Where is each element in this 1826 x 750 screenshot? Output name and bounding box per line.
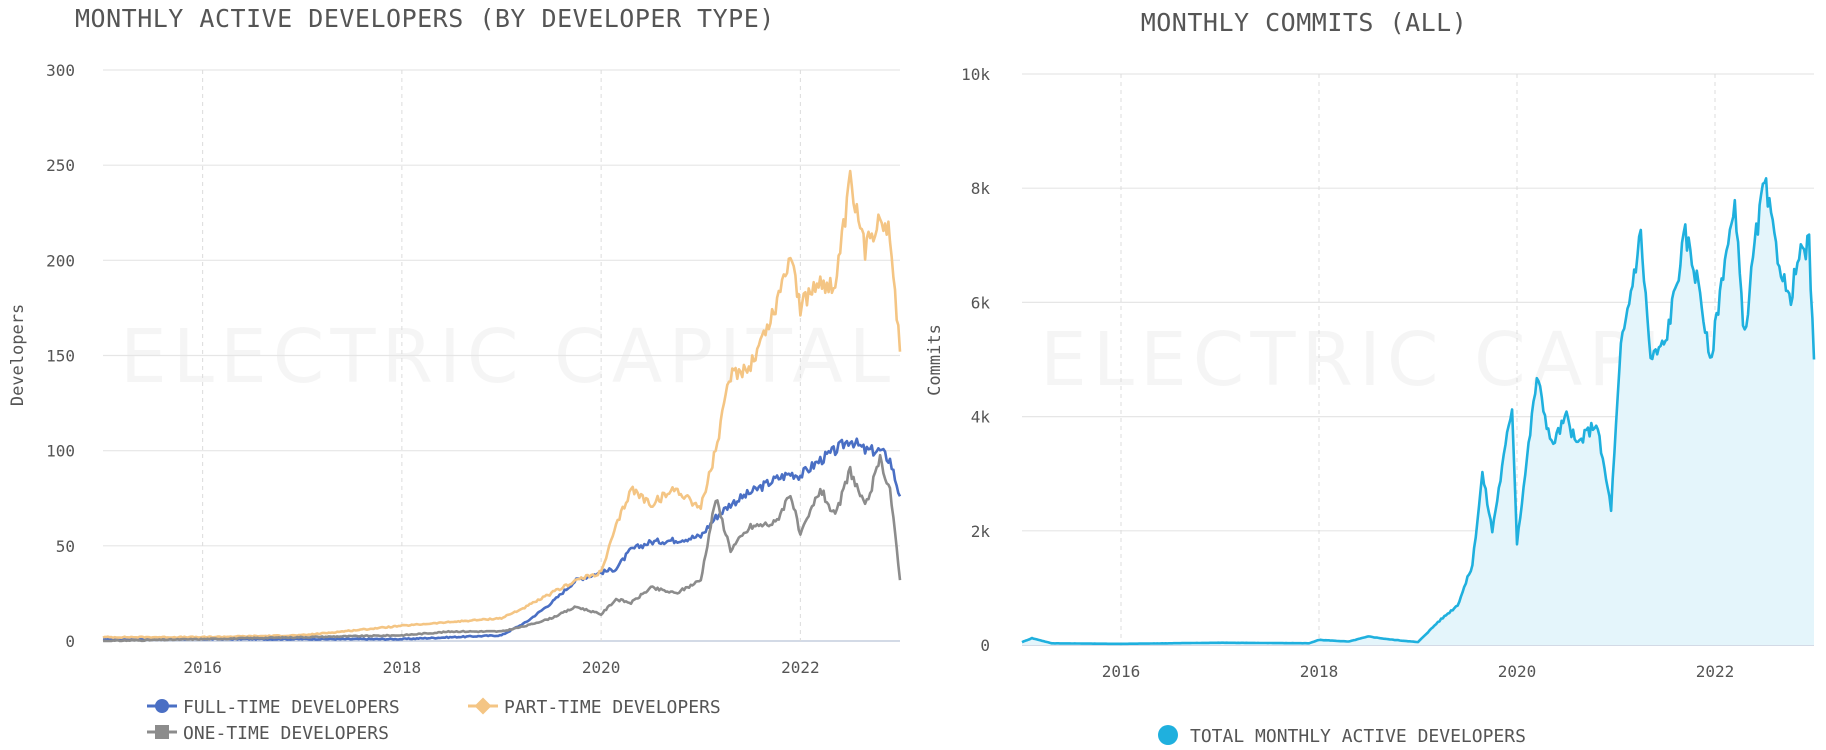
- commits-legend[interactable]: TOTAL MONTHLY ACTIVE DEVELOPERS: [1158, 725, 1526, 747]
- developers-chart: MONTHLY ACTIVE DEVELOPERS (BY DEVELOPER …: [8, 4, 902, 744]
- legend-item-total-monthly[interactable]: TOTAL MONTHLY ACTIVE DEVELOPERS: [1158, 725, 1526, 747]
- developers-grid: [103, 69, 900, 642]
- legend-part-time-label: PART-TIME DEVELOPERS: [504, 697, 721, 718]
- x-tick-label: 2020: [1498, 662, 1537, 681]
- legend-item-full-time[interactable]: FULL-TIME DEVELOPERS: [147, 697, 400, 718]
- y-tick-label: 0: [980, 636, 990, 655]
- developers-x-ticks: 2016 2018 2020 2022: [183, 658, 819, 677]
- x-tick-label: 2018: [383, 658, 422, 677]
- legend-total-monthly-marker-icon: [1158, 725, 1178, 745]
- y-tick-label: 300: [46, 61, 75, 80]
- developers-chart-watermark: ELECTRIC CAPITAL: [120, 314, 896, 400]
- legend-part-time-marker-icon: [474, 697, 492, 715]
- legend-item-part-time[interactable]: PART-TIME DEVELOPERS: [468, 697, 721, 718]
- x-tick-label: 2016: [183, 658, 222, 677]
- legend-one-time-label: ONE-TIME DEVELOPERS: [183, 723, 389, 744]
- legend-full-time-marker-icon: [155, 699, 169, 713]
- y-tick-label: 10k: [961, 65, 990, 84]
- series-line-total-monthly-active-developers: [1021, 177, 1816, 646]
- x-tick-label: 2018: [1300, 662, 1339, 681]
- developers-y-axis-label: Developers: [8, 304, 28, 406]
- y-tick-label: 200: [46, 251, 75, 270]
- y-tick-label: 250: [46, 156, 75, 175]
- y-tick-label: 100: [46, 442, 75, 461]
- series-line-part-time-developers: [102, 169, 902, 639]
- developers-chart-title: MONTHLY ACTIVE DEVELOPERS (BY DEVELOPER …: [75, 4, 775, 33]
- legend-total-monthly-label: TOTAL MONTHLY ACTIVE DEVELOPERS: [1190, 726, 1526, 747]
- y-tick-label: 50: [56, 537, 75, 556]
- y-tick-label: 8k: [971, 179, 991, 198]
- y-tick-label: 6k: [971, 293, 991, 312]
- y-tick-label: 0: [65, 632, 75, 651]
- series-area-total-monthly: [1022, 178, 1814, 645]
- legend-one-time-marker-icon: [155, 725, 169, 739]
- commits-chart-title: MONTHLY COMMITS (ALL): [1141, 8, 1468, 37]
- x-tick-label: 2022: [1696, 662, 1735, 681]
- x-tick-label: 2020: [582, 658, 621, 677]
- y-tick-label: 4k: [971, 408, 991, 427]
- series-line-full-time-developers: [102, 437, 902, 641]
- x-tick-label: 2016: [1102, 662, 1141, 681]
- developers-series: [102, 169, 902, 643]
- series-line-one-time-developers: [102, 453, 902, 643]
- y-tick-label: 2k: [971, 522, 991, 541]
- x-tick-label: 2022: [781, 658, 820, 677]
- commits-x-ticks: 2016 2018 2020 2022: [1102, 662, 1735, 681]
- commits-series: [1021, 177, 1816, 646]
- developers-legend[interactable]: FULL-TIME DEVELOPERS PART-TIME DEVELOPER…: [147, 697, 721, 744]
- commits-y-ticks: 0 2k 4k 6k 8k 10k: [961, 65, 990, 655]
- legend-item-one-time[interactable]: ONE-TIME DEVELOPERS: [147, 723, 389, 744]
- commits-y-axis-label: Commits: [925, 324, 945, 396]
- developers-y-ticks: 0 50 100 150 200 250 300: [46, 61, 75, 651]
- legend-full-time-label: FULL-TIME DEVELOPERS: [183, 697, 400, 718]
- commits-chart: MONTHLY COMMITS (ALL) ELECTRIC CAPITAL C…: [925, 8, 1816, 747]
- y-tick-label: 150: [46, 347, 75, 366]
